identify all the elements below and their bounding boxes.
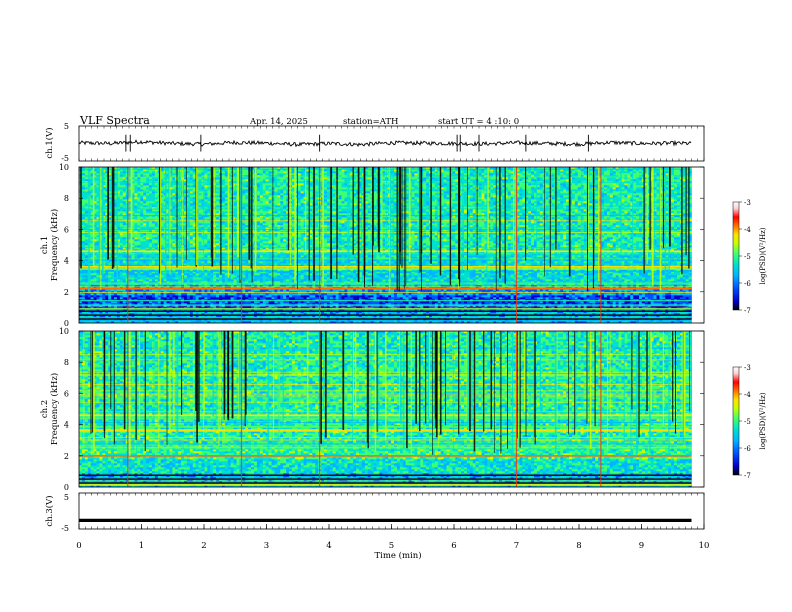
ch1-spectrogram-image: [79, 167, 692, 323]
ch1-ytick-bottom: -5: [61, 154, 69, 163]
ch1-ytick-top: 5: [64, 122, 69, 131]
vlf-figure: VLF Spectra Apr. 14, 2025 station=ATH st…: [0, 0, 792, 612]
ch1-voltage-trace: [79, 135, 691, 152]
figure-title: VLF Spectra: [79, 114, 150, 127]
start-time-label: start UT = 4 :10: 0: [438, 117, 519, 127]
panel-ch1-voltage: ch.1(V) 5 -5: [44, 122, 704, 163]
ch1-voltage-line: [79, 140, 691, 146]
ch1-voltage-ylabel: ch.1(V): [44, 127, 55, 158]
station-label: station=ATH: [343, 117, 398, 127]
date-label: Apr. 14, 2025: [249, 117, 308, 127]
